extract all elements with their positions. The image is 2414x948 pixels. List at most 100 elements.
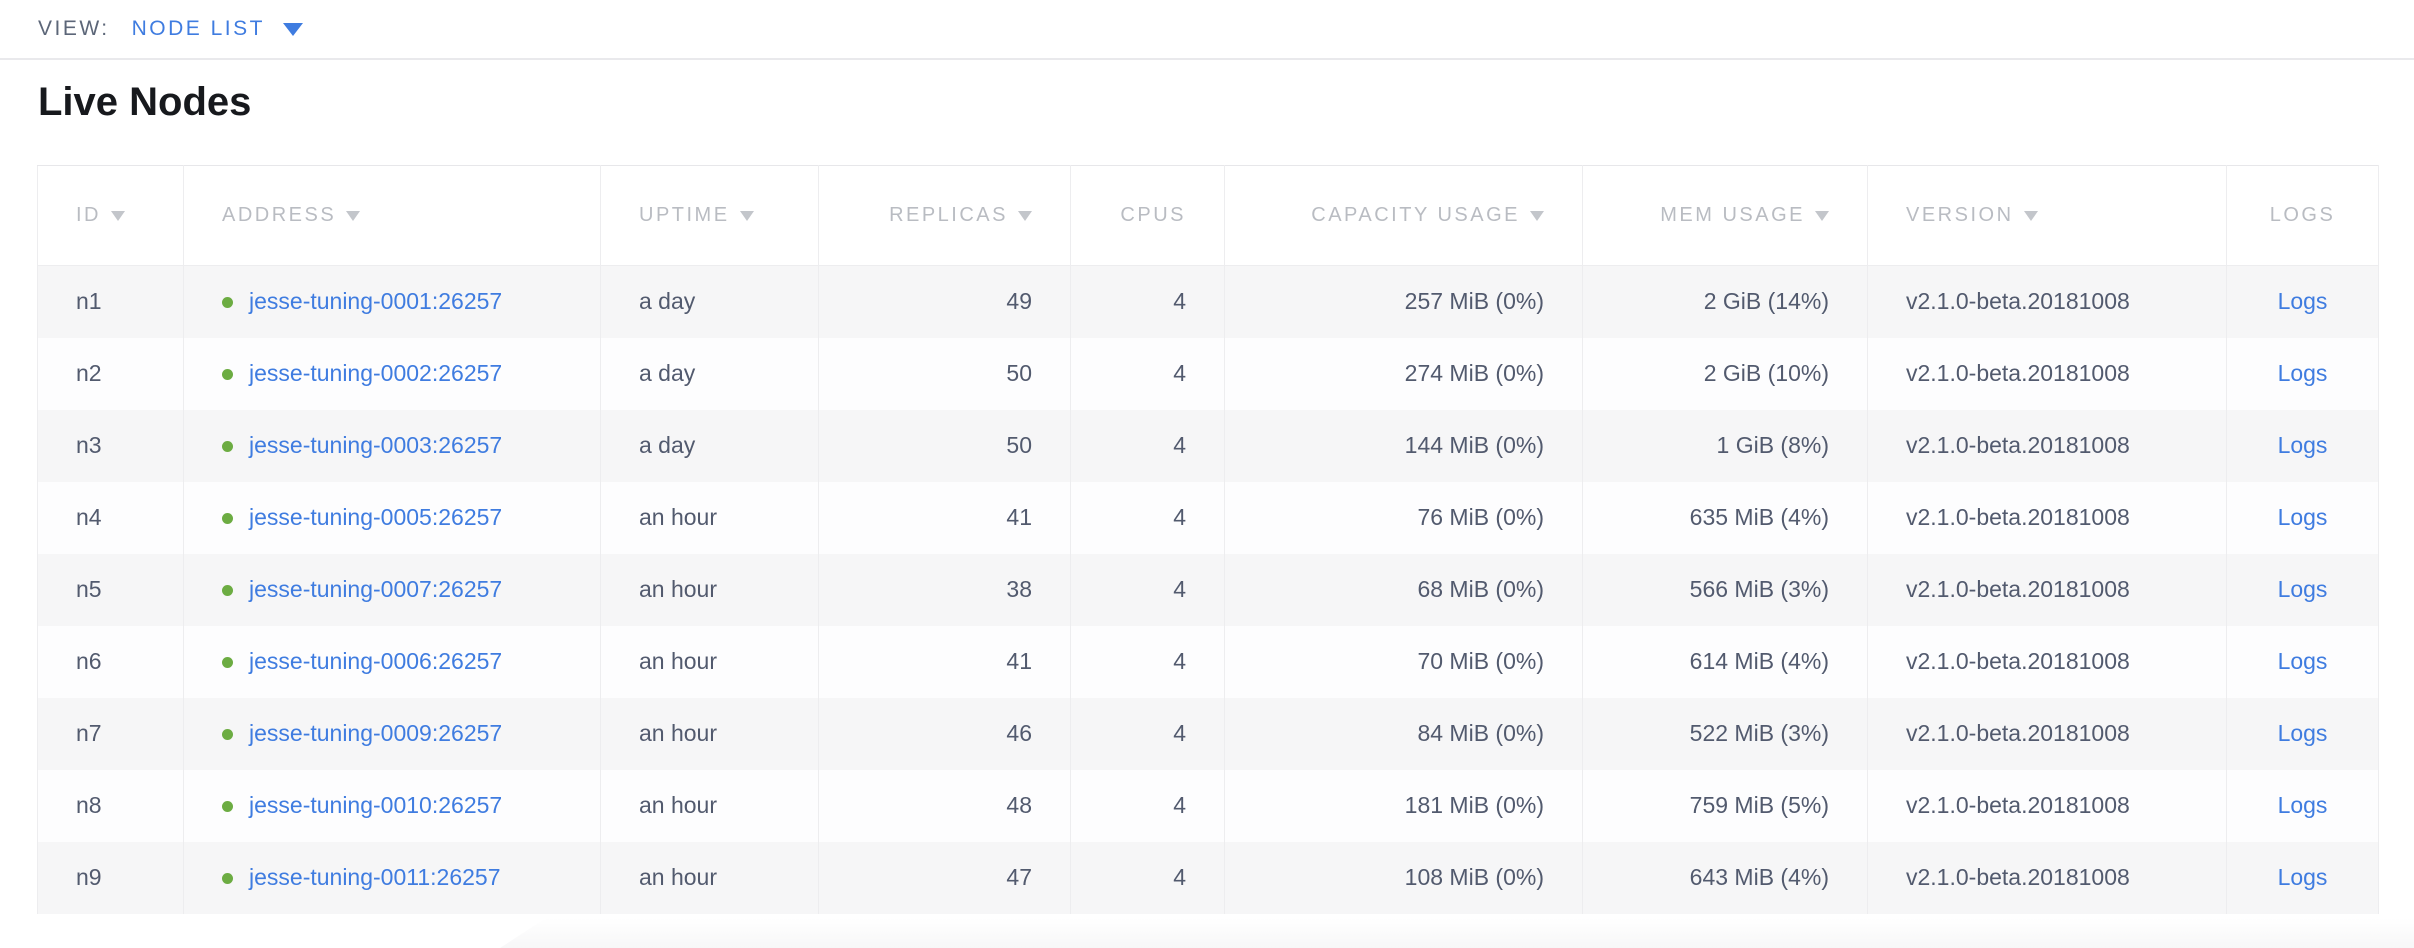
cell-replicas: 47 [818,841,1071,914]
cell-logs: Logs [2226,841,2379,914]
cell-mem: 566 MiB (3%) [1582,553,1868,626]
view-label: VIEW: [38,17,110,40]
cell-uptime: an hour [600,553,819,626]
cell-cpus: 4 [1070,265,1225,338]
cell-version: v2.1.0-beta.20181008 [1867,625,2227,698]
node-address-link[interactable]: jesse-tuning-0001:26257 [249,288,503,315]
cell-uptime: an hour [600,481,819,554]
cell-id: n6 [37,625,184,698]
column-header-replicas[interactable]: REPLICAS [818,165,1071,266]
node-logs-link[interactable]: Logs [2277,864,2328,890]
cell-uptime: an hour [600,697,819,770]
node-address-link[interactable]: jesse-tuning-0003:26257 [249,432,503,458]
cell-id: n4 [37,481,184,554]
node-logs-link[interactable]: Logs [2277,792,2328,818]
cell-logs: Logs [2226,481,2379,554]
node-address-link[interactable]: jesse-tuning-0002:26257 [249,360,503,386]
cell-id: n7 [37,697,184,770]
cell-cpus: 4 [1070,337,1225,410]
node-logs-link[interactable]: Logs [2277,720,2328,746]
table-row: n1 jesse-tuning-0001:26257 a day 49 4 257 MiB… [37,265,2379,338]
table-row: n9 jesse-tuning-0011:26257 an hour 47 4 108 M… [37,841,2379,914]
node-logs-link[interactable]: Logs [2277,504,2328,530]
cell-uptime: an hour [600,841,819,914]
column-header-logs: LOGS [2226,165,2379,266]
cell-address: jesse-tuning-0010:26257 [183,769,601,842]
node-logs-link[interactable]: Logs [2277,648,2328,674]
cell-capacity: 76 MiB (0%) [1224,481,1583,554]
live-nodes-table: ID ADDRESS UPTIME REPLICAS CPUS CAPACITY USAG… [37,165,2379,914]
node-logs-link[interactable]: Logs [2277,576,2328,602]
sort-desc-icon [346,211,361,221]
node-logs-link[interactable]: Logs [2277,432,2328,458]
node-address-link[interactable]: jesse-tuning-0005:26257 [249,504,503,530]
node-address-link[interactable]: jesse-tuning-0010:26257 [249,792,503,818]
cell-mem: 635 MiB (4%) [1582,481,1868,554]
cell-version: v2.1.0-beta.20181008 [1867,769,2227,842]
node-logs-link[interactable]: Logs [2277,360,2328,386]
cell-replicas: 41 [818,625,1071,698]
cell-uptime: a day [600,337,819,410]
column-header-label: CAPACITY USAGE [1311,204,1520,226]
cell-capacity: 108 MiB (0%) [1224,841,1583,914]
cell-replicas: 46 [818,697,1071,770]
cell-logs: Logs [2226,769,2379,842]
cell-logs: Logs [2226,265,2379,338]
cell-address: jesse-tuning-0005:26257 [183,481,601,554]
cell-cpus: 4 [1070,625,1225,698]
cell-replicas: 50 [818,337,1071,410]
column-header-capacity[interactable]: CAPACITY USAGE [1224,165,1583,266]
node-status-icon [222,873,233,884]
cell-version: v2.1.0-beta.20181008 [1867,409,2227,482]
cell-address: jesse-tuning-0006:26257 [183,625,601,698]
cell-id: n1 [37,265,184,338]
node-logs-link[interactable]: Logs [2277,288,2328,315]
cell-capacity: 144 MiB (0%) [1224,409,1583,482]
node-status-icon [222,657,233,668]
cell-replicas: 38 [818,553,1071,626]
node-address-link[interactable]: jesse-tuning-0007:26257 [249,576,503,602]
table-row: n6 jesse-tuning-0006:26257 an hour 41 4 70 Mi… [37,625,2379,698]
view-dropdown[interactable]: NODE LIST [132,17,303,41]
cell-replicas: 49 [818,265,1071,338]
column-header-id[interactable]: ID [37,165,184,266]
node-address-link[interactable]: jesse-tuning-0006:26257 [249,648,503,674]
cell-logs: Logs [2226,625,2379,698]
sort-desc-icon [111,211,125,221]
cell-mem: 614 MiB (4%) [1582,625,1868,698]
cell-address: jesse-tuning-0007:26257 [183,553,601,626]
node-status-icon [222,801,233,812]
column-header-label: ADDRESS [222,204,337,226]
node-address-link[interactable]: jesse-tuning-0009:26257 [249,720,503,746]
sort-desc-icon [1018,211,1032,221]
cell-cpus: 4 [1070,409,1225,482]
table-row: n3 jesse-tuning-0003:26257 a day 50 4 144 MiB… [37,409,2379,482]
cell-cpus: 4 [1070,769,1225,842]
cell-mem: 2 GiB (10%) [1582,337,1868,410]
node-status-icon [222,513,233,524]
column-header-mem[interactable]: MEM USAGE [1582,165,1868,266]
view-selector-bar: VIEW: NODE LIST [0,0,2414,60]
column-header-address[interactable]: ADDRESS [183,165,601,266]
column-header-uptime[interactable]: UPTIME [600,165,819,266]
cell-version: v2.1.0-beta.20181008 [1867,265,2227,338]
cell-id: n2 [37,337,184,410]
column-header-label: MEM USAGE [1660,204,1805,226]
cell-capacity: 257 MiB (0%) [1224,265,1583,338]
column-header-version[interactable]: VERSION [1867,165,2227,266]
cell-address: jesse-tuning-0009:26257 [183,697,601,770]
cell-uptime: a day [600,265,819,338]
column-header-cpus: CPUS [1070,165,1225,266]
table-row: n2 jesse-tuning-0002:26257 a day 50 4 274 MiB… [37,337,2379,410]
cell-logs: Logs [2226,409,2379,482]
node-status-icon [222,369,233,380]
cell-uptime: a day [600,409,819,482]
chevron-down-icon [282,22,303,36]
cell-cpus: 4 [1070,481,1225,554]
sort-desc-icon [739,211,754,221]
cell-cpus: 4 [1070,697,1225,770]
table-header-row: ID ADDRESS UPTIME REPLICAS CPUS CAPACITY USAG… [37,165,2379,266]
table-row: n5 jesse-tuning-0007:26257 an hour 38 4 68 Mi… [37,553,2379,626]
node-address-link[interactable]: jesse-tuning-0011:26257 [249,864,501,890]
column-header-label: REPLICAS [889,204,1008,226]
